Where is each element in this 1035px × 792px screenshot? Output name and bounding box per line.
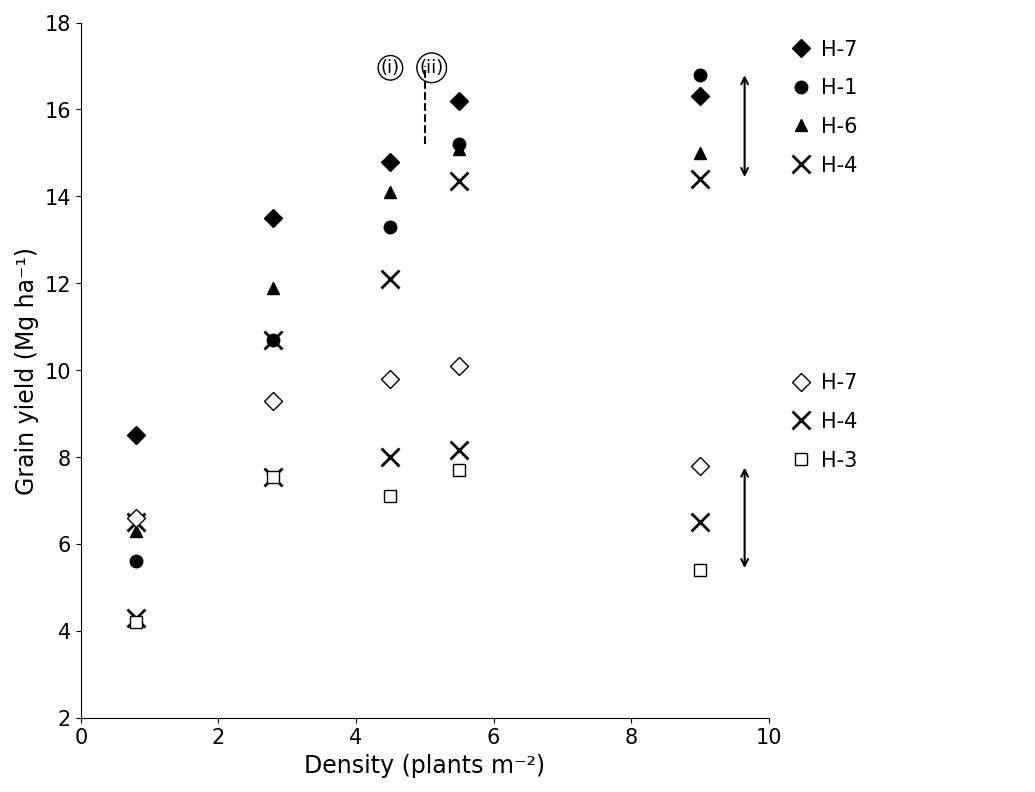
Text: (ii): (ii) — [419, 59, 444, 78]
Y-axis label: Grain yield (Mg ha⁻¹): Grain yield (Mg ha⁻¹) — [14, 246, 39, 494]
Text: (i): (i) — [381, 59, 400, 78]
X-axis label: Density (plants m⁻²): Density (plants m⁻²) — [304, 753, 545, 777]
Legend: H-7, H-4, H-3: H-7, H-4, H-3 — [786, 367, 863, 477]
